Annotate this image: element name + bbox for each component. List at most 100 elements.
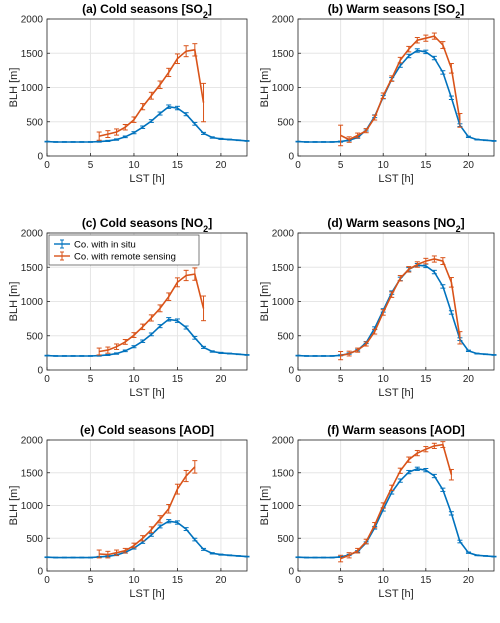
y-tick-label: 500: [277, 534, 294, 545]
panel-title-main: (d) Warm seasons [NO: [327, 216, 455, 230]
x-axis-label: LST [h]: [378, 173, 413, 185]
y-tick-label: 2000: [272, 229, 295, 240]
y-axis-label: BLH [m]: [8, 486, 20, 526]
x-axis-label: LST [h]: [378, 387, 413, 399]
series-remote-sensing: [338, 441, 454, 563]
series-line: [297, 49, 495, 143]
y-axis-label: BLH [m]: [259, 486, 271, 526]
panel-title: (a) Cold seasons [SO2]: [82, 2, 212, 20]
panel-b: (b) Warm seasons [SO2] 0 5 10 15 20 0 500 1000 15…: [259, 2, 497, 185]
y-tick-label: 500: [277, 331, 294, 342]
x-tick-label: 0: [295, 160, 301, 171]
x-tick-label: 20: [463, 374, 475, 385]
y-tick-label: 2000: [272, 436, 295, 447]
series-line: [297, 264, 495, 357]
x-tick-label: 5: [88, 575, 94, 586]
panel-f: (f) Warm seasons [AOD] 0 5 10 15 20 0 500 1000 15…: [259, 423, 497, 600]
panel-title: (d) Warm seasons [NO2]: [327, 216, 464, 234]
y-tick-label: 0: [288, 567, 294, 578]
panel-c: (c) Cold seasons [NO2] 0 5 10 15 20 0 500 1000 15…: [8, 216, 250, 399]
panel-a: (a) Cold seasons [SO2] 0 5 10 15 20 0 500 1000 15…: [8, 2, 250, 185]
panel-e: (e) Cold seasons [AOD] 0 5 10 15 20 0 500 1000 15…: [8, 423, 250, 600]
panel-title-end: ]: [208, 216, 212, 230]
y-tick-label: 1500: [21, 263, 44, 274]
y-tick-label: 1500: [272, 49, 295, 60]
x-axis-label: LST [h]: [378, 588, 413, 600]
y-tick-label: 2000: [21, 15, 44, 26]
x-axis-label: LST [h]: [129, 588, 164, 600]
x-tick-label: 20: [215, 575, 227, 586]
x-tick-label: 20: [215, 374, 227, 385]
series-line: [46, 520, 248, 559]
x-tick-label: 5: [338, 160, 344, 171]
y-tick-label: 1000: [272, 297, 295, 308]
series-in-situ: [295, 48, 497, 143]
y-tick-label: 1000: [21, 297, 44, 308]
series-in-situ: [44, 317, 250, 357]
y-tick-label: 0: [37, 567, 43, 578]
panel-title-subscript: 2: [456, 224, 461, 234]
panel-title-main: (a) Cold seasons [SO: [82, 2, 203, 16]
x-axis-label: LST [h]: [129, 173, 164, 185]
x-tick-label: 0: [295, 374, 301, 385]
panel-title-main: (e) Cold seasons [AOD]: [80, 423, 214, 437]
x-tick-label: 10: [128, 575, 140, 586]
panel-d: (d) Warm seasons [NO2] 0 5 10 15 20 0 500 1000 15…: [259, 216, 497, 399]
x-tick-label: 10: [378, 575, 390, 586]
y-tick-label: 0: [288, 152, 294, 163]
y-tick-label: 1500: [272, 468, 295, 479]
panel-title: (f) Warm seasons [AOD]: [327, 423, 465, 437]
panel-title-main: (b) Warm seasons [SO: [328, 2, 456, 16]
y-axis-label: BLH [m]: [259, 68, 271, 108]
series-line: [46, 318, 248, 357]
panel-title-subscript: 2: [455, 10, 460, 20]
series-line: [297, 467, 495, 559]
x-tick-label: 0: [44, 160, 50, 171]
y-tick-label: 1000: [21, 501, 44, 512]
y-tick-label: 500: [26, 331, 43, 342]
y-tick-label: 1000: [272, 83, 295, 94]
y-axis-label: BLH [m]: [259, 282, 271, 322]
x-tick-label: 15: [420, 575, 432, 586]
y-tick-label: 1000: [21, 83, 44, 94]
series-remote-sensing: [96, 460, 198, 559]
y-tick-label: 2000: [272, 15, 295, 26]
x-tick-label: 20: [463, 575, 475, 586]
y-tick-label: 2000: [21, 229, 44, 240]
x-tick-label: 5: [338, 374, 344, 385]
panel-title: (c) Cold seasons [NO2]: [82, 216, 212, 234]
x-tick-label: 10: [128, 374, 140, 385]
y-tick-label: 0: [37, 152, 43, 163]
y-tick-label: 1500: [272, 263, 295, 274]
panel-title-subscript: 2: [203, 224, 208, 234]
y-tick-label: 0: [37, 366, 43, 377]
series-line: [99, 466, 196, 556]
x-tick-label: 15: [420, 374, 432, 385]
series-line: [46, 105, 248, 143]
x-tick-label: 5: [338, 575, 344, 586]
series-remote-sensing: [96, 267, 207, 356]
y-tick-label: 500: [277, 117, 294, 128]
panel-title-main: (f) Warm seasons [AOD]: [327, 423, 465, 437]
y-tick-label: 500: [26, 534, 43, 545]
series-in-situ: [44, 104, 250, 143]
y-tick-label: 1000: [272, 501, 295, 512]
panel-title-end: ]: [461, 216, 465, 230]
series-line: [99, 273, 205, 353]
x-tick-label: 15: [172, 575, 184, 586]
x-tick-label: 0: [44, 575, 50, 586]
panel-title: (b) Warm seasons [SO2]: [328, 2, 465, 20]
x-tick-label: 10: [378, 374, 390, 385]
x-tick-label: 20: [463, 160, 475, 171]
legend-entry-label: Co. with remote sensing: [74, 252, 176, 263]
series-remote-sensing: [96, 43, 207, 141]
x-tick-label: 20: [215, 160, 227, 171]
y-tick-label: 0: [288, 366, 294, 377]
panel-title-end: ]: [460, 2, 464, 16]
panel-title-main: (c) Cold seasons [NO: [82, 216, 203, 230]
x-tick-label: 10: [378, 160, 390, 171]
panel-title: (e) Cold seasons [AOD]: [80, 423, 214, 437]
y-tick-label: 1500: [21, 468, 44, 479]
y-tick-label: 1500: [21, 49, 44, 60]
